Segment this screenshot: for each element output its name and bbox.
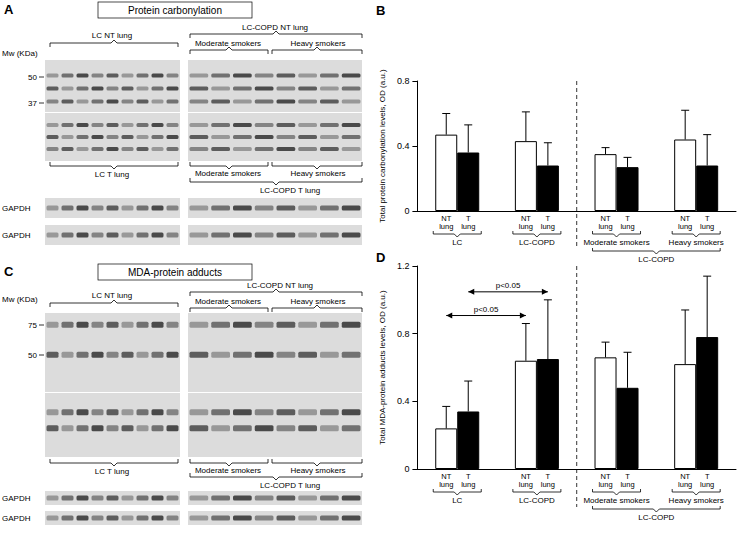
svg-text:1.2: 1.2	[397, 261, 410, 271]
svg-text:lung: lung	[700, 480, 714, 489]
svg-text:Moderate smokers: Moderate smokers	[195, 39, 261, 48]
svg-text:Protein carbonylation: Protein carbonylation	[128, 5, 222, 16]
svg-text:NT: NT	[680, 213, 691, 223]
svg-text:50: 50	[28, 351, 37, 360]
svg-text:Heavy smokers: Heavy smokers	[290, 39, 345, 48]
svg-text:lung: lung	[620, 222, 634, 231]
svg-text:lung: lung	[700, 222, 714, 231]
svg-text:lung: lung	[519, 222, 533, 231]
svg-text:GAPDH: GAPDH	[2, 204, 31, 213]
svg-text:GAPDH: GAPDH	[2, 514, 31, 523]
svg-text:0: 0	[404, 464, 409, 474]
svg-text:Moderate smokers: Moderate smokers	[195, 169, 261, 178]
svg-text:0.4: 0.4	[397, 141, 410, 151]
svg-text:lung: lung	[439, 480, 453, 489]
svg-text:lung: lung	[519, 480, 533, 489]
svg-text:Mw (KDa): Mw (KDa)	[2, 49, 38, 58]
svg-text:NT: NT	[600, 471, 611, 481]
svg-text:0.4: 0.4	[397, 396, 410, 406]
svg-text:LC T lung: LC T lung	[95, 467, 129, 476]
svg-text:Mw (KDa): Mw (KDa)	[2, 295, 38, 304]
svg-text:D: D	[376, 250, 385, 265]
svg-text:A: A	[4, 2, 14, 17]
svg-text:NT: NT	[441, 213, 452, 223]
svg-text:LC-COPD: LC-COPD	[638, 513, 674, 522]
svg-text:lung: lung	[461, 480, 475, 489]
svg-text:T: T	[545, 213, 551, 223]
svg-text:lung: lung	[620, 480, 634, 489]
svg-text:T: T	[465, 213, 471, 223]
svg-text:LC NT lung: LC NT lung	[92, 31, 132, 40]
svg-text:LC: LC	[452, 238, 462, 247]
svg-text:0: 0	[404, 206, 409, 216]
svg-text:C: C	[4, 264, 14, 279]
svg-text:LC-COPD T lung: LC-COPD T lung	[260, 481, 320, 490]
svg-text:LC-COPD: LC-COPD	[638, 255, 674, 264]
svg-text:LC NT lung: LC NT lung	[92, 291, 132, 300]
svg-text:MDA-protein adducts: MDA-protein adducts	[128, 267, 222, 278]
svg-text:lung: lung	[678, 222, 692, 231]
svg-text:Total MDA-protein adducts leve: Total MDA-protein adducts levels, OD (a.…	[378, 290, 387, 445]
svg-text:T: T	[625, 213, 630, 223]
svg-text:Moderate smokers: Moderate smokers	[583, 496, 649, 505]
svg-text:lung: lung	[598, 222, 612, 231]
svg-text:GAPDH: GAPDH	[2, 231, 31, 240]
svg-text:B: B	[376, 3, 385, 18]
svg-text:NT: NT	[600, 213, 611, 223]
svg-text:0.8: 0.8	[397, 329, 410, 339]
svg-text:Moderate smokers: Moderate smokers	[195, 297, 261, 306]
svg-text:LC-COPD NT lung: LC-COPD NT lung	[242, 23, 308, 32]
svg-text:lung: lung	[541, 222, 555, 231]
svg-text:p<0.05: p<0.05	[474, 305, 499, 314]
svg-text:lung: lung	[461, 222, 475, 231]
svg-text:NT: NT	[680, 471, 691, 481]
svg-text:Heavy smokers: Heavy smokers	[290, 466, 345, 475]
svg-text:NT: NT	[520, 213, 531, 223]
svg-text:Moderate smokers: Moderate smokers	[583, 238, 649, 247]
svg-text:Heavy smokers: Heavy smokers	[669, 238, 724, 247]
svg-text:lung: lung	[541, 480, 555, 489]
svg-text:LC-COPD T lung: LC-COPD T lung	[260, 186, 320, 195]
svg-text:Total protein carbonylation le: Total protein carbonylation levels, OD (…	[378, 69, 387, 223]
svg-text:LC: LC	[452, 496, 462, 505]
svg-text:LC-COPD NT lung: LC-COPD NT lung	[247, 281, 313, 290]
svg-text:T: T	[704, 471, 710, 481]
svg-text:lung: lung	[678, 480, 692, 489]
svg-text:Heavy smokers: Heavy smokers	[290, 297, 345, 306]
svg-text:T: T	[545, 471, 551, 481]
svg-text:T: T	[704, 213, 710, 223]
svg-text:T: T	[625, 471, 630, 481]
svg-text:p<0.05: p<0.05	[496, 281, 521, 290]
svg-text:LC T lung: LC T lung	[95, 170, 129, 179]
svg-text:LC-COPD: LC-COPD	[519, 238, 555, 247]
svg-text:50: 50	[28, 73, 37, 82]
svg-text:GAPDH: GAPDH	[2, 494, 31, 503]
svg-text:Moderate smokers: Moderate smokers	[195, 466, 261, 475]
svg-text:lung: lung	[598, 480, 612, 489]
svg-text:0.8: 0.8	[397, 76, 410, 86]
svg-text:NT: NT	[520, 471, 531, 481]
svg-text:Heavy smokers: Heavy smokers	[669, 496, 724, 505]
svg-text:75: 75	[28, 321, 37, 330]
svg-text:lung: lung	[439, 222, 453, 231]
svg-text:37: 37	[28, 99, 37, 108]
svg-text:Heavy smokers: Heavy smokers	[290, 169, 345, 178]
svg-text:T: T	[465, 471, 471, 481]
svg-text:LC-COPD: LC-COPD	[519, 496, 555, 505]
svg-text:NT: NT	[441, 471, 452, 481]
